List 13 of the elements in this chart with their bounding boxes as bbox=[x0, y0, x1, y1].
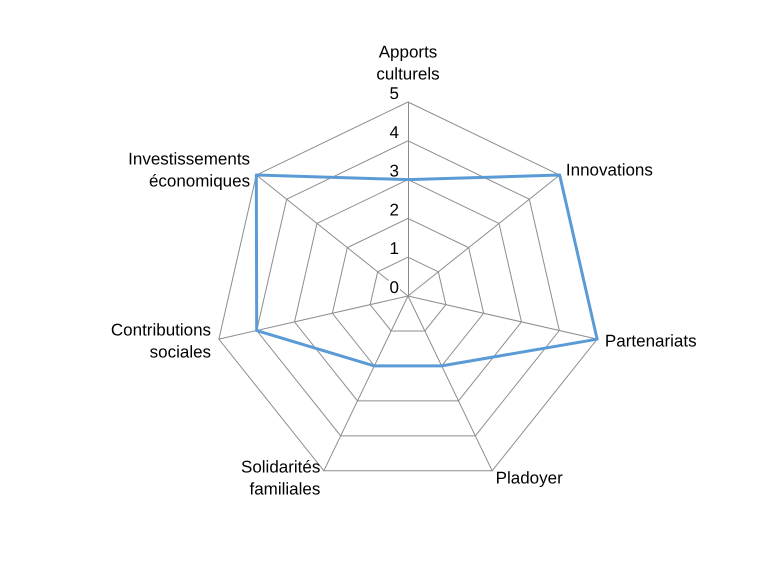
spoke-label: Investissements économiques bbox=[128, 150, 250, 191]
spoke-label: Partenariats bbox=[604, 331, 697, 350]
y-tick-label: 1 bbox=[390, 239, 399, 258]
y-tick-label: 0 bbox=[390, 278, 399, 297]
spoke-label: Contributions sociales bbox=[110, 320, 212, 362]
y-tick-label: 5 bbox=[390, 84, 399, 103]
y-tick-label: 2 bbox=[390, 200, 399, 220]
spoke-label: Solidarités familiales bbox=[240, 457, 320, 498]
spoke-label: Innovations bbox=[566, 160, 653, 180]
y-tick-label: 3 bbox=[390, 162, 399, 181]
spoke-label: Apports culturels bbox=[376, 42, 440, 84]
y-tick-label: 4 bbox=[390, 122, 399, 142]
spoke-label: Pladoyer bbox=[496, 468, 564, 488]
